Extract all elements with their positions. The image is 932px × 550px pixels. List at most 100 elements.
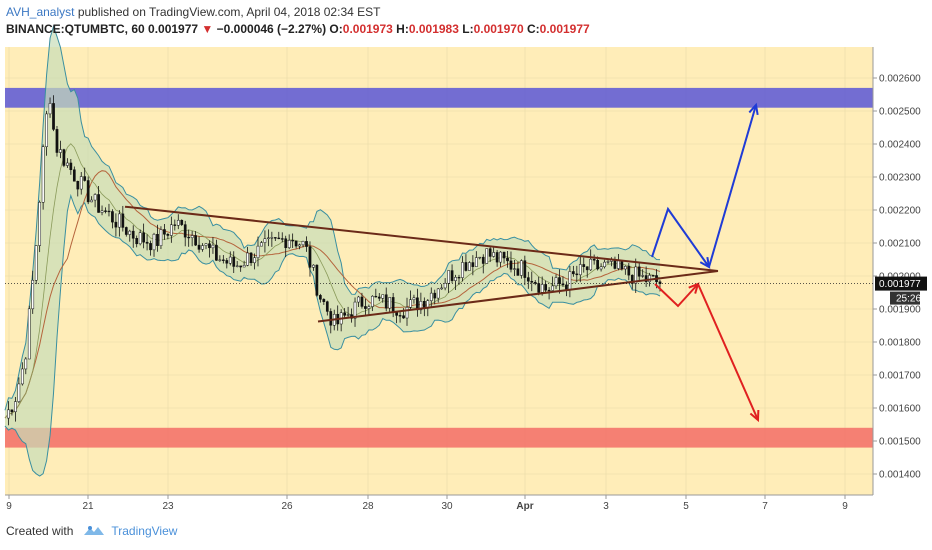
candle-body (187, 236, 191, 239)
bearish-arrow-2-head (749, 409, 760, 423)
candle-body (10, 409, 14, 413)
candle-body (558, 277, 561, 285)
y-tick-label: 0.002300 (879, 173, 921, 184)
candle-body (561, 283, 565, 286)
open-value: 0.001973 (342, 22, 393, 36)
candle-body (232, 256, 236, 267)
candle-body (644, 275, 648, 282)
y-tick-label: 0.001400 (879, 470, 921, 481)
candle-body (409, 299, 412, 308)
y-tick-label: 0.002400 (879, 140, 921, 151)
symbol-info-line: BINANCE:QTUMBTC, 60 0.001977 ▼ −0.000046… (6, 21, 590, 38)
candle-body (623, 266, 627, 270)
candle-body (17, 383, 21, 402)
candle-body (111, 211, 114, 223)
candle-body (436, 288, 440, 299)
candle-body (31, 280, 35, 310)
candle-body (62, 149, 66, 166)
candle-body (315, 264, 319, 296)
candle-body (235, 265, 239, 267)
candle-body (523, 260, 527, 278)
candle-body (66, 162, 69, 166)
countdown-label (890, 291, 920, 305)
x-tick-label: 28 (362, 501, 374, 512)
candle-body (163, 229, 166, 235)
candle-body (166, 234, 170, 236)
band-mid-line (4, 143, 661, 419)
band-fill (5, 26, 660, 476)
candle-body (273, 237, 277, 239)
candle-body (260, 242, 263, 247)
candle-body (176, 219, 180, 226)
candle-body (433, 292, 437, 299)
candle-body (343, 312, 346, 316)
x-tick-label: 30 (441, 501, 453, 512)
candle-body (301, 241, 305, 246)
candle-body (578, 264, 582, 276)
candle-body (128, 230, 132, 235)
y-tick-label: 0.001700 (879, 371, 921, 382)
y-tick-label: 0.002100 (879, 239, 921, 250)
candle-body (429, 292, 433, 301)
author-link[interactable]: AVH_analyst (6, 5, 75, 19)
candle-body (520, 260, 523, 276)
candle-body (419, 301, 423, 311)
candle-body (648, 275, 651, 282)
candle-body (131, 230, 135, 239)
close-value: 0.001977 (539, 22, 590, 36)
candle-body (620, 260, 624, 270)
candle-body (118, 213, 121, 228)
candle-body (364, 306, 367, 309)
candle-body (360, 296, 364, 307)
y-tick-label: 0.001900 (879, 305, 921, 316)
created-with-text: Created with (6, 524, 74, 538)
candle-body (86, 180, 90, 203)
symbol-name[interactable]: BINANCE:QTUMBTC, 60 (6, 22, 145, 36)
candle-body (69, 162, 73, 171)
candle-body (582, 264, 586, 267)
candle-body (495, 252, 499, 263)
tradingview-logo-icon[interactable] (83, 525, 105, 537)
chart-grid (5, 47, 873, 495)
candle-body (215, 244, 218, 261)
tradingview-brand-link[interactable]: TradingView (111, 524, 178, 538)
upper-trendline (124, 205, 719, 273)
bearish-arrow-2 (697, 283, 759, 421)
high-value: 0.001983 (408, 22, 459, 36)
close-label: C: (526, 22, 540, 36)
candle-body (474, 257, 478, 267)
candle-body (256, 245, 260, 259)
y-tick-label: 0.001500 (879, 437, 921, 448)
candle-body (565, 284, 568, 290)
candle-body (72, 169, 76, 182)
y-tick-label: 0.001800 (879, 338, 921, 349)
candle-body (319, 295, 322, 300)
candle-body (100, 210, 104, 213)
candle-body (627, 266, 631, 276)
candle-body (83, 176, 87, 181)
x-tick-label: 5 (683, 501, 689, 512)
candle-body (617, 260, 620, 269)
footer: Created with TradingView (6, 524, 177, 538)
time-axis: 9 21 23 26 28 30 Apr 3 5 7 9 (6, 495, 848, 512)
candle-body (402, 315, 405, 319)
candle-body (291, 240, 294, 242)
candle-body (145, 241, 149, 244)
resistance-zone (5, 87, 873, 108)
open-label: O: (329, 22, 343, 36)
candle-body (471, 262, 475, 267)
candle-body (211, 244, 215, 249)
candle-body (468, 262, 471, 271)
candle-body (93, 194, 97, 201)
candle-body (27, 308, 31, 360)
bullish-arrow-2 (708, 104, 757, 268)
candle-body (52, 103, 55, 130)
candle-body (526, 277, 530, 282)
candle-body (270, 237, 274, 239)
x-tick-label: 23 (162, 501, 174, 512)
x-tick-label: 7 (762, 501, 768, 512)
candle-body (277, 237, 281, 240)
publish-info: published on TradingView.com, April 04, … (74, 5, 381, 19)
publish-header: AVH_analyst published on TradingView.com… (6, 4, 380, 21)
